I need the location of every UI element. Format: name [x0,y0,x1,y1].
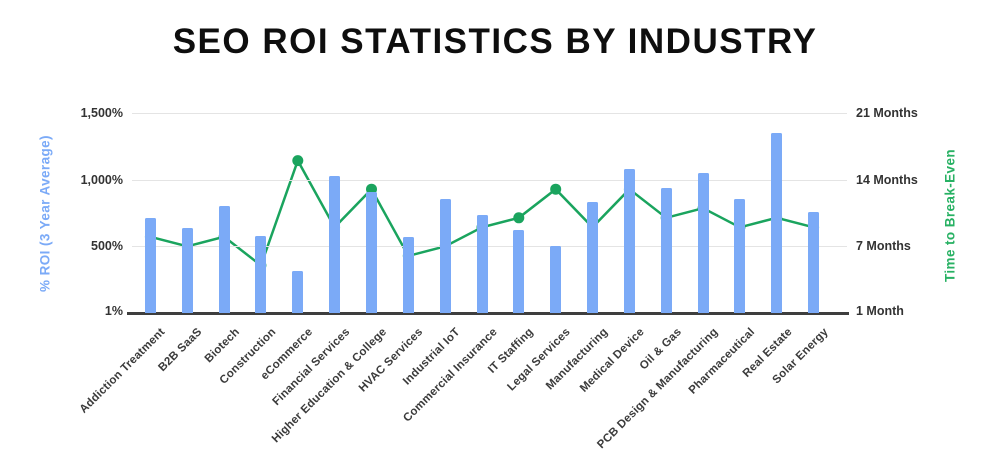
roi-bar[interactable] [808,212,820,313]
roi-bar[interactable] [402,237,414,313]
roi-bar[interactable] [365,191,377,313]
roi-bar[interactable] [513,230,525,313]
right-axis-tick-label: 7 Months [856,239,911,254]
category-label: Addiction Treatment [78,326,168,416]
right-axis-tick-label: 1 Month [856,304,904,318]
roi-bar[interactable] [771,133,783,313]
gridline [132,113,847,114]
roi-bar[interactable] [144,218,156,313]
break-even-point[interactable] [550,183,562,195]
right-axis-tick-label: 14 Months [856,172,918,187]
left-axis-tick-label: 1,000% [80,172,123,187]
roi-bar[interactable] [218,206,230,313]
category-label: Medical Device [578,326,647,395]
roi-bar[interactable] [255,235,267,313]
break-even-point[interactable] [292,155,304,167]
roi-bar[interactable] [476,215,488,313]
right-axis-title: Time to Break-Even [942,149,958,282]
roi-bar[interactable] [181,227,193,313]
roi-bar[interactable] [623,169,635,313]
gridline [132,246,847,248]
right-axis-tick-label: 21 Months [856,106,918,120]
left-axis-tick-label: 1% [104,304,123,318]
x-axis-baseline [127,311,849,315]
chart-title: SEO ROI STATISTICS BY INDUSTRY [172,22,818,61]
break-even-point[interactable] [513,212,525,224]
roi-bar[interactable] [292,271,304,313]
category-label: Pharmaceutical [686,326,758,397]
gridline [132,179,847,181]
roi-bar[interactable] [329,175,341,313]
left-axis-tick-label: 500% [91,239,123,254]
category-label: HVAC Services [357,326,426,395]
roi-bar[interactable] [697,173,709,313]
roi-bar[interactable] [734,199,746,313]
roi-bar[interactable] [587,202,599,313]
left-axis-tick-label: 1,500% [80,106,123,120]
roi-bar[interactable] [439,199,451,313]
roi-bar[interactable] [660,188,672,313]
roi-bar[interactable] [550,246,562,313]
